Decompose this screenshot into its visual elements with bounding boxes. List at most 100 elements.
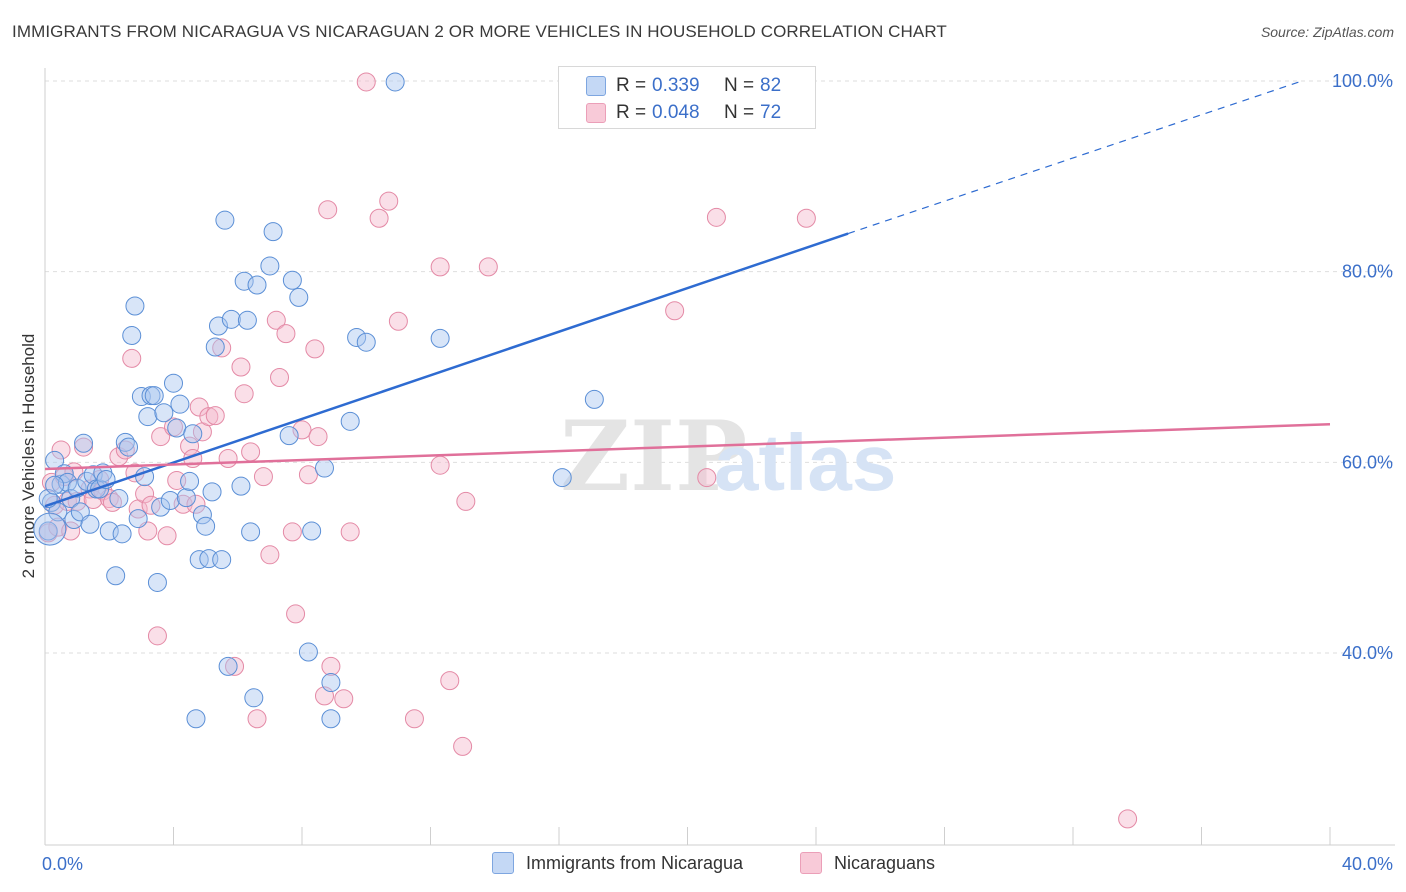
nicaraguans-point [199,407,219,427]
immigrants-point [289,287,309,307]
immigrants-point [356,332,376,352]
immigrants-point [183,424,203,444]
n-value: 82 [760,75,782,96]
legend-swatch-pink [800,852,822,874]
immigrants-point [138,407,158,427]
nicaraguans-point [115,440,135,460]
immigrants-point [234,271,254,291]
nicaraguans-point [1118,809,1138,829]
legend-item-nicaraguans[interactable]: Nicaraguans [800,852,935,874]
tick-labels: 40.0% 60.0% 80.0% 100.0% 0.0% 40.0% [42,71,1393,874]
nicaraguans-point [270,367,290,387]
nicaraguans-point [180,436,200,456]
nicaraguans-point [218,449,238,469]
nicaraguans-point [231,357,251,377]
y-tick-label: 60.0% [1342,452,1393,472]
nicaraguans-point [334,689,354,709]
immigrants-point [237,310,257,330]
immigrants-point [215,210,235,230]
immigrants-point [167,418,187,438]
nicaraguans-point [151,427,171,447]
nicaraguans-point [186,494,206,514]
nicaraguans-point [796,208,816,228]
nicaraguans-point [135,484,155,504]
immigrants-point [321,673,341,693]
immigrants-point [202,482,222,502]
immigrants-point [128,509,148,529]
nicaraguans-point [430,455,450,475]
n-value: 72 [760,102,782,123]
immigrants-point [51,474,71,494]
nicaraguans-point [298,465,318,485]
immigrants-point [205,337,225,357]
legend-row-immigrants: R = 0.339 N = 82 [586,74,781,98]
immigrants-point [347,327,367,347]
immigrants-point [119,437,139,457]
nicaraguans-point [147,626,167,646]
nicaraguans-point [51,440,71,460]
immigrants-point [314,458,334,478]
legend-swatch-pink [586,103,606,123]
immigrants-point [151,497,171,517]
immigrants-trend-line [44,232,849,508]
nicaraguans-point [321,656,341,676]
nicaraguans-point [369,208,389,228]
watermark: ZIP atlas [560,400,896,513]
nicaraguans-point [48,517,68,537]
immigrants-point [83,465,103,485]
nicaraguans-point [356,72,376,92]
immigrants-point [186,709,206,729]
r-value: 0.048 [652,102,700,123]
nicaraguans-point [260,545,280,565]
trend-lines [44,80,1331,508]
legend-item-immigrants[interactable]: Immigrants from Nicaragua [492,852,743,874]
immigrants-point [552,468,572,488]
nicaraguans-point [379,191,399,211]
nicaraguans-point [340,522,360,542]
immigrants-point [212,550,232,570]
nicaraguans-point [266,310,286,330]
legend-swatch-blue [492,852,514,874]
nicaraguans-point [157,526,177,546]
immigrants-points [33,72,723,729]
chart-title: IMMIGRANTS FROM NICARAGUA VS NICARAGUAN … [12,22,947,41]
nicaraguans-point [253,467,273,487]
immigrants-point [45,475,65,495]
immigrants-point [176,488,196,508]
nicaraguans-point [141,495,161,515]
immigrants-point [430,328,450,348]
x-tick-label: 40.0% [1342,854,1393,874]
immigrants-point [340,411,360,431]
nicaraguans-point [282,522,302,542]
immigrants-point [241,522,261,542]
r-label: R = [616,75,647,96]
nicaraguans-point [292,420,312,440]
immigrants-point [221,309,241,329]
correlation-legend: R = 0.339 N = 82 R = 0.048 N = 72 [558,66,816,129]
immigrants-point [147,572,167,592]
legend-swatch-blue [586,76,606,96]
immigrants-point [57,472,77,492]
immigrants-point [106,566,126,586]
legend-label-immigrants: Immigrants from Nicaragua [526,852,744,873]
nicaraguans-point [247,709,267,729]
nicaraguans-point [61,521,81,541]
nicaraguans-point [706,207,726,227]
axes [44,68,1395,846]
nicaraguans-point [440,671,460,691]
nicaraguans-point [404,709,424,729]
x-tick-label: 0.0% [42,854,83,874]
nicaraguans-point [697,468,717,488]
nicaraguans-point [305,339,325,359]
immigrants-point [263,222,283,242]
nicaraguans-point [478,257,498,277]
source-label: Source: ZipAtlas.com [1260,24,1394,40]
immigrants-point [38,521,58,541]
series-legend: Immigrants from Nicaragua Nicaraguans [0,852,1406,878]
nicaraguans-point [122,348,142,368]
nicaraguans-point [453,736,473,756]
y-tick-label: 40.0% [1342,643,1393,663]
immigrants-point [90,479,110,499]
nicaraguans-point [189,397,209,417]
